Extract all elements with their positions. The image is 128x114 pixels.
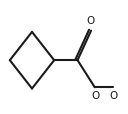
Text: O: O <box>91 91 99 100</box>
Text: O: O <box>86 16 95 26</box>
Text: O: O <box>109 91 117 100</box>
